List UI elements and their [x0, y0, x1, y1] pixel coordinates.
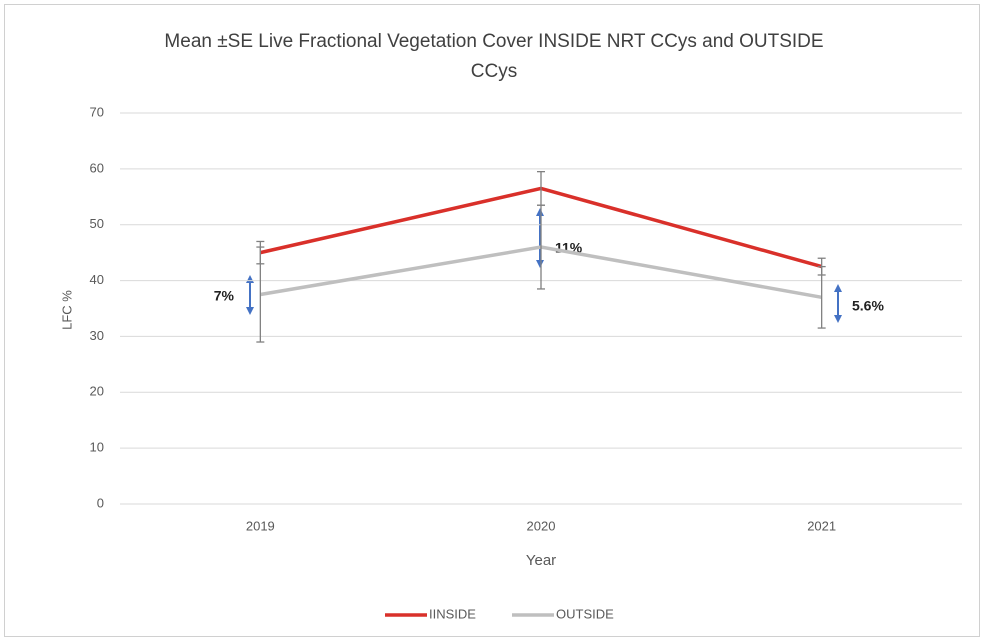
chart-frame [4, 4, 980, 637]
annotation: 5.6% [852, 298, 884, 314]
y-tick-label: 40 [90, 272, 104, 287]
error-bar [256, 246, 265, 343]
legend-label: IINSIDE [429, 606, 476, 621]
error-bar [817, 265, 826, 329]
x-tick-label: 2021 [807, 518, 836, 533]
y-tick-label: 60 [90, 160, 104, 175]
error-bar [537, 204, 545, 290]
y-tick-label: 20 [90, 384, 104, 399]
x-tick-label: 2020 [527, 518, 556, 533]
annotation: 7% [214, 288, 235, 304]
x-tick-label: 2019 [246, 518, 275, 533]
y-tick-label: 30 [90, 328, 104, 343]
legend-label: OUTSIDE [556, 606, 614, 621]
x-axis-label: Year [526, 552, 556, 569]
y-tick-label: 70 [90, 104, 104, 119]
y-tick-label: 10 [90, 440, 104, 455]
y-axis-label: LFC % [59, 290, 74, 330]
chart-title: Mean ±SE Live Fractional Vegetation Cove… [164, 31, 824, 82]
y-tick-label: 0 [97, 495, 104, 510]
y-tick-label: 50 [90, 216, 104, 231]
